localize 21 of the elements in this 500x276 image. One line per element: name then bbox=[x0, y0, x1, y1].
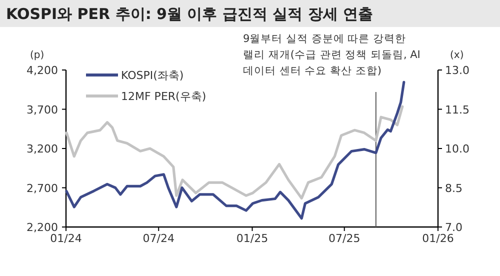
y2-tick-label: 11.5 bbox=[445, 103, 470, 116]
x-tick-label: 01/26 bbox=[422, 232, 454, 245]
y-axis-title: (p) bbox=[30, 50, 44, 61]
y-tick-label: 3,200 bbox=[26, 142, 58, 156]
chart-title: KOSPI와 PER 추이: 9월 이후 급진적 실적 장세 연출 bbox=[6, 5, 374, 23]
legend-label: KOSPI(좌축) bbox=[121, 69, 184, 82]
y-tick-label: 2,200 bbox=[26, 221, 58, 234]
y-tick-label: 2,700 bbox=[26, 182, 58, 195]
y2-axis-title: (x) bbox=[450, 50, 464, 61]
y2-tick-label: 10.0 bbox=[445, 142, 470, 156]
x-tick-label: 07/25 bbox=[328, 232, 360, 245]
annotation: 9월부터 실적 증분에 따른 강력한 랠리 재개(수급 관련 정책 되돌림, AI 데이터 센터 수요 확산 조합) bbox=[243, 33, 420, 77]
x-tick-label: 07/24 bbox=[142, 232, 174, 245]
x-tick-label: 01/24 bbox=[50, 232, 82, 245]
y-tick-label: 3,700 bbox=[26, 103, 58, 116]
y-tick-label: 4,200 bbox=[26, 64, 58, 77]
y2-tick-label: 13.0 bbox=[445, 64, 470, 77]
y2-tick-label: 8.5 bbox=[445, 182, 462, 195]
y2-tick-label: 7.0 bbox=[445, 221, 462, 234]
legend-label: 12MF PER(우축) bbox=[121, 90, 206, 103]
x-tick-label: 01/25 bbox=[236, 232, 268, 245]
